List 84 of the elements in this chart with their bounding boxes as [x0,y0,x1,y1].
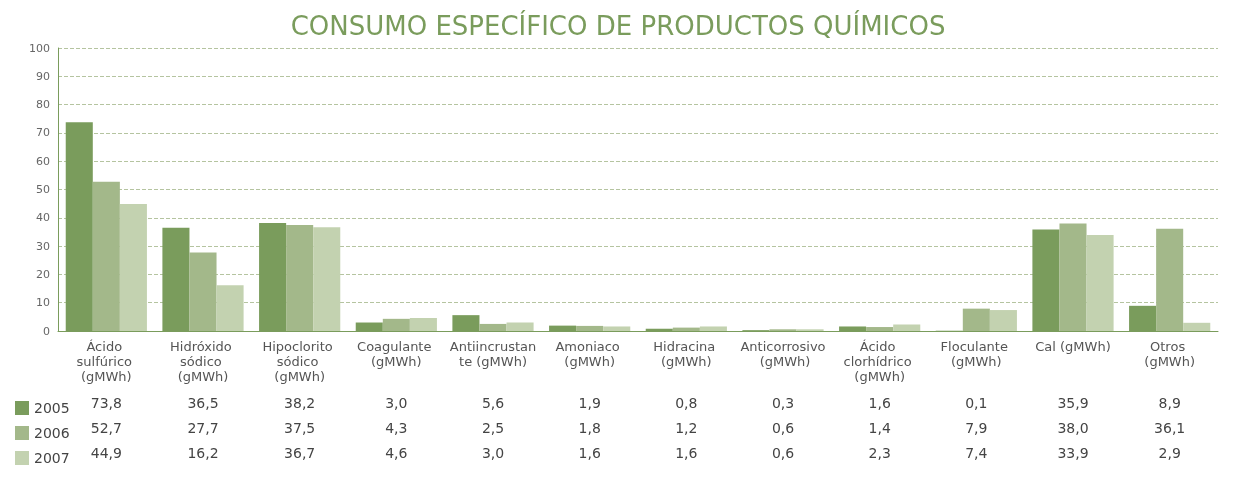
bar [1086,235,1114,331]
bar [409,317,437,331]
bar [92,181,120,331]
data-label: 0,8 [675,395,698,411]
x-tick-label: Hidróxido sódico (gMWh) [170,339,236,384]
bar [962,308,990,331]
bar [189,252,217,331]
data-label: 44,9 [90,445,122,461]
bar [699,326,727,331]
y-tick-label: 70 [36,126,50,140]
y-tick-label: 20 [36,267,50,281]
data-label: 8,9 [1158,395,1181,411]
y-tick-label: 90 [36,69,50,83]
data-label: 36,1 [1154,420,1186,436]
bar [479,323,507,331]
y-tick-label: 30 [36,239,50,253]
bar [1059,223,1087,331]
data-label: 36,7 [284,445,316,461]
data-label: 2,9 [1158,445,1181,461]
bar [119,203,147,331]
data-label: 73,8 [90,395,122,411]
bar [576,325,604,331]
legend-label: 2006 [34,425,70,441]
data-label: 1,8 [578,420,601,436]
bar [603,326,631,331]
bar [506,322,534,331]
x-tick-label: Coagulante (gMWh) [357,339,436,369]
legend-label: 2005 [34,400,70,416]
bar [989,310,1017,331]
data-label: 3,0 [481,445,505,461]
x-tick-label: Otros (gMWh) [1144,339,1196,369]
data-label: 35,9 [1057,395,1089,411]
x-tick-label: Ácido sulfúrico (gMWh) [76,339,137,384]
data-label: 1,2 [675,420,698,436]
legend-label: 2007 [34,450,70,466]
data-label: 4,6 [385,445,408,461]
y-tick-label: 10 [36,296,50,310]
data-label: 37,5 [284,420,316,436]
x-tick-label: Ácido clorhídrico (gMWh) [843,339,916,384]
bar [866,327,894,331]
y-tick-label: 40 [36,211,50,225]
data-label: 27,7 [187,420,219,436]
data-label: 1,6 [578,445,601,461]
data-label: 33,9 [1057,445,1089,461]
x-tick-label: Hidracina (gMWh) [653,339,720,369]
data-label: 5,6 [481,395,505,411]
y-tick-label: 80 [36,98,50,112]
y-tick-label: 60 [36,154,50,168]
data-label: 7,4 [965,445,988,461]
data-label: 2,3 [868,445,891,461]
bar [216,285,244,331]
data-label: 0,3 [771,395,795,411]
x-tick-label: Cal (gMWh) [1035,339,1111,354]
y-tick-label: 50 [36,183,50,196]
data-label: 1,9 [578,395,601,411]
chart-title: CONSUMO ESPECÍFICO DE PRODUCTOS QUÍMICOS [290,10,946,41]
y-tick-label: 0 [43,324,50,338]
data-label: 1,6 [675,445,698,461]
data-label: 4,3 [385,420,408,436]
data-label: 52,7 [90,420,122,436]
y-tick-label: 100 [29,41,50,55]
bar [1156,228,1184,331]
x-tick-label: Amoniaco (gMWh) [555,339,624,369]
data-label: 3,0 [385,395,408,411]
data-label: 16,2 [187,445,219,461]
data-label: 7,9 [965,420,988,436]
data-label: 1,4 [868,420,891,436]
bar [893,324,921,331]
data-label: 0,6 [771,445,795,461]
x-tick-label: Hipoclorito sódico (gMWh) [262,339,337,384]
data-label: 2,5 [481,420,505,436]
bar [1183,322,1211,331]
x-tick-label: Antiincrustante (gMWh) [449,339,537,369]
data-label: 0,6 [771,420,795,436]
data-label: 38,0 [1057,420,1089,436]
data-label: 0,1 [965,395,988,411]
bar [313,227,341,331]
x-tick-label: Anticorrosivo (gMWh) [740,339,826,369]
bar [382,318,410,331]
bar [286,224,314,331]
data-label: 38,2 [284,395,316,411]
data-label: 36,5 [187,395,219,411]
data-label: 1,6 [868,395,891,411]
x-tick-label: Floculante (gMWh) [940,339,1013,369]
